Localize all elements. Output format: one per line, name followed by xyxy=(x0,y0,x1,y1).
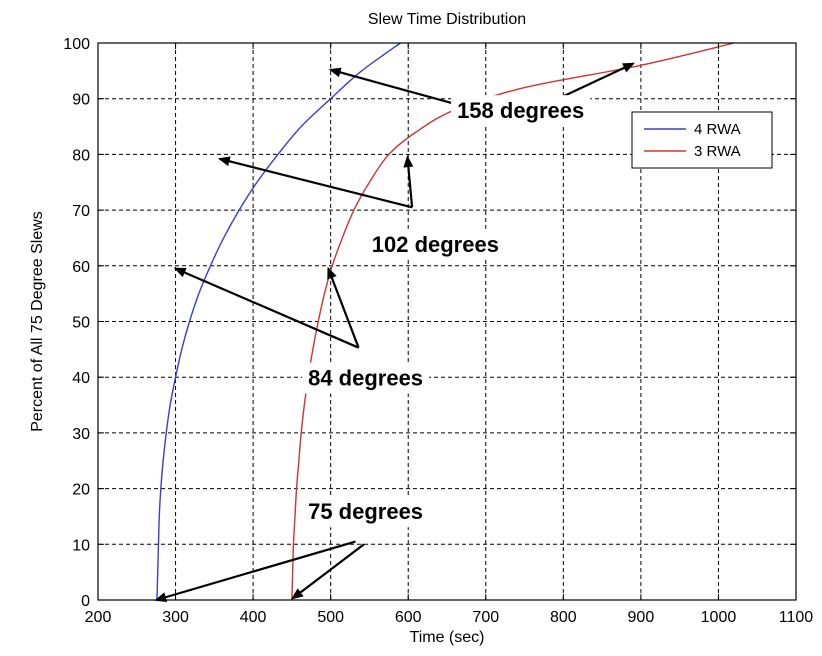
grid xyxy=(98,43,796,600)
legend-box xyxy=(631,111,773,169)
axis-ticks: 200 300 400 500 600 700 800 900 1000 1100 0 10 20 30 4… xyxy=(63,36,813,626)
y-tick-label: 10 xyxy=(72,537,90,554)
y-tick-label: 50 xyxy=(72,315,90,332)
annotations: 158 degrees 102 degrees 84 degrees 75 degre… xyxy=(154,62,635,602)
x-axis-label: Time (sec) xyxy=(410,629,485,646)
annotation-label-bg xyxy=(365,228,505,260)
y-tick-label: 90 xyxy=(72,92,90,109)
y-axis-label: Percent of All 75 Degree Slews xyxy=(29,211,46,432)
legend: 4 RWA 3 RWA xyxy=(631,111,773,169)
legend-label: 4 RWA xyxy=(694,121,741,138)
y-tick-label: 80 xyxy=(72,147,90,164)
annotation-arrow xyxy=(327,266,360,349)
annotation-label-bg xyxy=(302,496,430,528)
legend-label: 3 RWA xyxy=(694,143,741,160)
annotation-arrow xyxy=(173,267,360,349)
chart-title: Slew Time Distribution xyxy=(368,11,526,28)
x-tick-label: 600 xyxy=(395,609,422,626)
y-tick-label: 70 xyxy=(72,203,90,220)
x-tick-label: 1100 xyxy=(779,609,814,626)
annotation-label: 158 degrees xyxy=(457,98,584,123)
y-tick-label: 0 xyxy=(81,593,90,610)
x-tick-label: 500 xyxy=(317,609,344,626)
annotation-label: 84 degrees xyxy=(308,366,423,391)
y-tick-label: 40 xyxy=(72,370,90,387)
x-tick-label: 400 xyxy=(240,609,267,626)
y-tick-label: 30 xyxy=(72,426,90,443)
annotation-label: 75 degrees xyxy=(308,499,423,524)
y-tick-label: 20 xyxy=(72,482,90,499)
x-tick-label: 200 xyxy=(85,609,112,626)
annotation-arrow xyxy=(217,156,413,209)
annotation-arrow xyxy=(403,155,414,208)
x-tick-label: 300 xyxy=(162,609,189,626)
annotation-arrow xyxy=(291,543,365,600)
y-tick-label: 100 xyxy=(63,36,90,53)
annotation-arrow xyxy=(154,540,356,602)
annotation-label-bg xyxy=(451,95,591,127)
annotation-label: 102 degrees xyxy=(372,232,499,257)
annotation-label-bg xyxy=(302,362,430,394)
x-tick-label: 1000 xyxy=(701,609,737,626)
x-tick-label: 800 xyxy=(550,609,577,626)
y-tick-label: 60 xyxy=(72,259,90,276)
x-tick-label: 700 xyxy=(472,609,499,626)
series-line-4-rwa xyxy=(156,42,401,601)
x-tick-label: 900 xyxy=(628,609,655,626)
